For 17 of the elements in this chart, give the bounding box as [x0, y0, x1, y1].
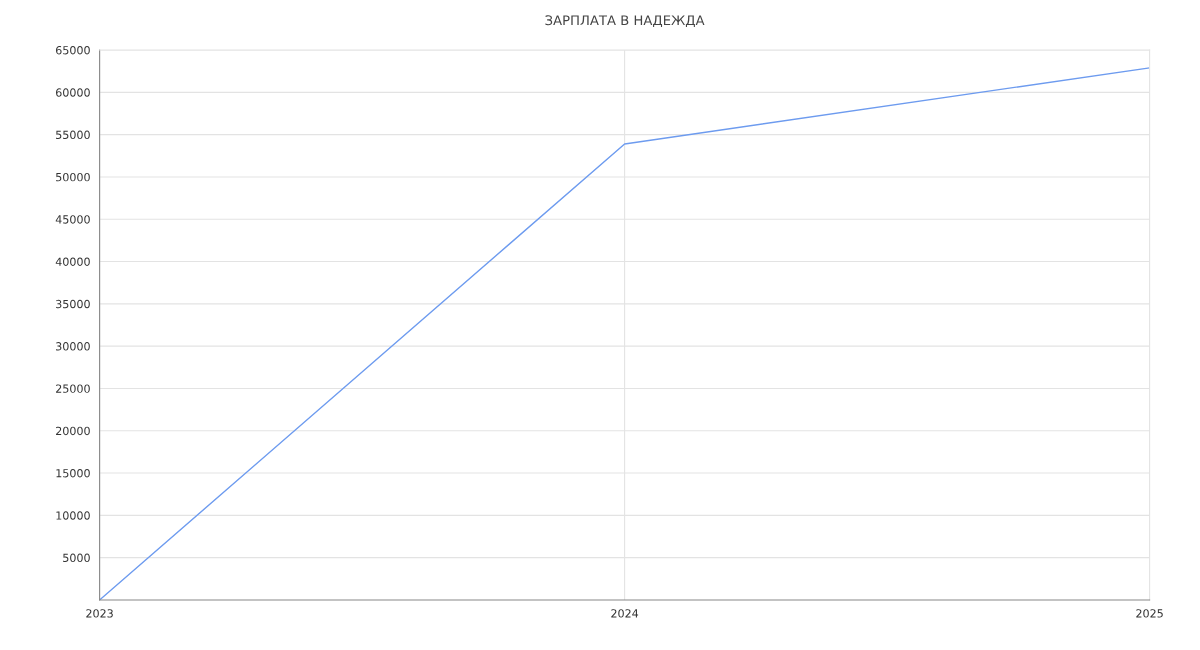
y-tick-label: 35000	[56, 299, 90, 309]
y-tick-label: 15000	[56, 469, 90, 478]
x-tick-label: 2025	[1136, 609, 1163, 618]
y-tick-label: 50000	[56, 172, 90, 182]
y-tick-label: 25000	[56, 384, 90, 393]
chart-title: ЗАРПЛАТА В НАДЕЖДА	[545, 15, 705, 28]
x-tick-label: 2024	[611, 609, 639, 618]
y-tick-label: 45000	[55, 215, 90, 224]
y-tick-label: 40000	[55, 257, 90, 266]
x-tick-label: 2023	[86, 609, 113, 618]
y-tick-label: 30000	[56, 342, 90, 351]
y-tick-label: 20000	[56, 426, 90, 436]
y-tick-label: 10000	[56, 511, 90, 520]
y-tick-label: 60000	[56, 88, 90, 97]
y-tick-label: 5000	[63, 553, 90, 563]
y-tick-label: 55000	[56, 130, 90, 140]
y-tick-label: 65000	[56, 46, 90, 55]
